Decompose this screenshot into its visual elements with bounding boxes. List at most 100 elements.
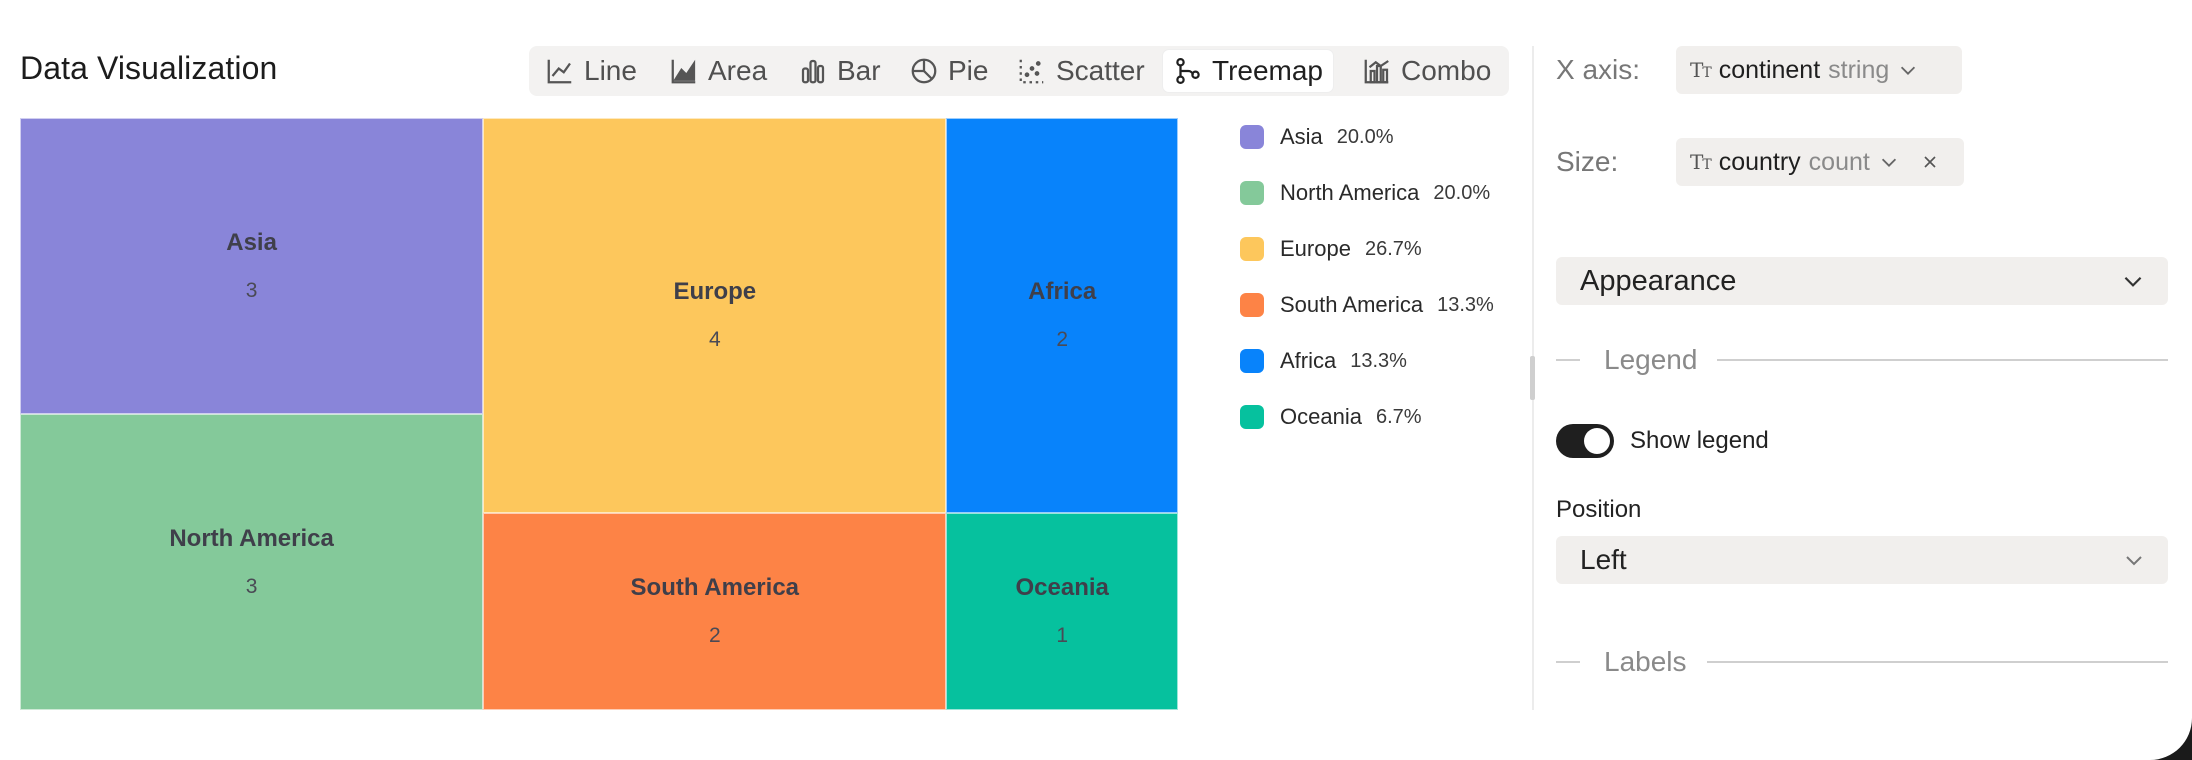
tile-label: North America [169,525,334,552]
x-axis-field-type: string [1828,55,1890,84]
legend-name: Europe [1280,236,1351,261]
combo-chart-icon [1364,59,1389,84]
tab-label: Pie [948,55,989,86]
scatter-chart-icon [1019,59,1044,84]
divider [1717,359,2168,361]
tab-label: Combo [1401,55,1492,86]
tab-label: Scatter [1056,55,1145,86]
legend-percent: 20.0% [1336,125,1394,148]
x-axis-field-select[interactable]: TT continent string [1676,46,1962,94]
treemap-tile[interactable]: South America 2 [483,512,947,710]
labels-group-header: Labels [1556,642,2168,682]
legend-item[interactable]: Europe 26.7% [1240,232,1422,266]
tab-treemap[interactable]: Treemap [1163,50,1334,92]
tile-label: Asia [226,229,277,256]
legend-swatch [1240,125,1264,149]
area-chart-icon [671,59,696,84]
legend-swatch [1240,181,1264,205]
legend-swatch [1240,293,1264,317]
size-field-select[interactable]: TT country count [1676,138,1964,186]
treemap-tile[interactable]: North America 3 [20,414,484,710]
show-legend-toggle[interactable] [1556,424,1614,458]
divider [1556,359,1580,361]
position-select[interactable]: Left [1556,536,2168,584]
legend-name: Asia [1280,124,1323,149]
tab-label: Area [708,55,768,86]
chevron-down-icon [2124,276,2142,287]
appearance-section-toggle[interactable]: Appearance [1556,257,2168,305]
legend-percent: 13.3% [1437,293,1494,316]
close-icon[interactable] [1920,152,1940,172]
legend-percent: 26.7% [1364,237,1422,260]
text-type-icon: TT [1690,58,1712,82]
tab-bar[interactable]: Bar [788,50,891,92]
treemap-tile[interactable]: Asia 3 [20,118,484,414]
legend-item[interactable]: Oceania 6.7% [1240,400,1422,434]
tile-value: 3 [245,575,258,598]
tile-value: 3 [245,279,258,302]
tab-area[interactable]: Area [659,50,777,92]
x-axis-field-name: continent [1718,55,1821,84]
tile-label: Africa [1028,278,1097,306]
tab-scatter[interactable]: Scatter [1007,50,1155,92]
divider [1556,661,1580,663]
tile-value: 4 [708,328,721,352]
tile-label: South America [630,574,800,602]
legend-item[interactable]: Asia 20.0% [1240,120,1394,154]
size-field-aggregation: count [1808,147,1870,176]
tile-label: Europe [673,278,757,306]
appearance-label: Appearance [1580,264,1737,297]
toggle-knob [1584,428,1610,454]
legend-name: Oceania [1280,404,1362,429]
resize-handle[interactable] [1530,356,1535,400]
show-legend-row: Show legend [1556,424,1769,458]
position-label: Position [1556,496,1642,523]
chevron-down-icon [2126,556,2142,566]
x-axis-label: X axis: [1556,54,1641,85]
chevron-down-icon [1881,158,1896,167]
tab-label: Bar [837,55,881,86]
treemap-tile[interactable]: Oceania 1 [946,512,1178,710]
line-chart-icon [547,59,572,84]
size-label: Size: [1556,146,1619,177]
legend-group-title: Legend [1604,344,1698,375]
tile-value: 2 [1056,328,1069,352]
text-type-icon: TT [1690,150,1712,174]
legend-percent: 6.7% [1375,405,1422,428]
treemap-chart-icon [1176,58,1200,84]
legend-item[interactable]: North America 20.0% [1240,176,1490,210]
legend-swatch [1240,237,1264,261]
tab-label: Line [584,55,637,86]
treemap-tile[interactable]: Europe 4 [483,118,947,513]
tab-combo[interactable]: Combo [1352,50,1501,92]
legend-percent: 20.0% [1433,181,1491,204]
chart-type-switcher: Line Area Bar Pie Scatter Treemap Combo [529,46,1509,96]
bar-chart-icon [801,59,825,84]
show-legend-label: Show legend [1630,427,1769,454]
legend-group-header: Legend [1556,340,2168,380]
legend-name: Africa [1280,348,1337,373]
tile-value: 1 [1056,624,1069,648]
legend-name: South America [1280,292,1424,317]
tab-label: Treemap [1212,55,1324,86]
size-field-name: country [1718,147,1801,176]
legend-swatch [1240,349,1264,373]
labels-group-title: Labels [1604,646,1687,677]
legend-item[interactable]: South America 13.3% [1240,288,1494,322]
legend-item[interactable]: Africa 13.3% [1240,344,1407,378]
tile-value: 2 [708,624,721,648]
tab-line[interactable]: Line [535,50,647,92]
treemap-tile[interactable]: Africa 2 [946,118,1178,513]
pie-chart-icon [911,58,937,84]
chevron-down-icon [1901,66,1916,75]
legend-name: North America [1280,180,1420,205]
divider [1706,661,2168,663]
legend-percent: 13.3% [1350,349,1407,372]
page-title: Data Visualization [20,50,278,86]
position-value: Left [1580,544,1627,575]
legend-swatch [1240,405,1264,429]
tab-pie[interactable]: Pie [899,50,998,92]
tile-label: Oceania [1015,574,1109,602]
treemap-chart: Asia 3 North America 3 Europe 4 South America 2… [20,118,1178,710]
